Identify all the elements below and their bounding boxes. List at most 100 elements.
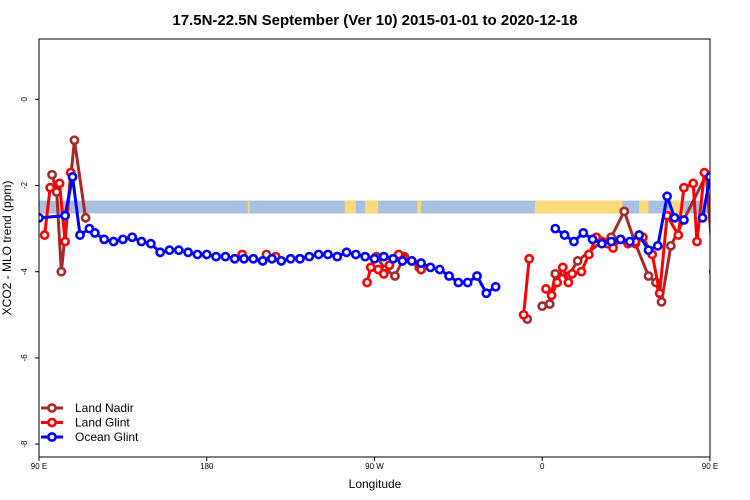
data-point (416, 258, 426, 268)
data-point (567, 268, 577, 279)
data-point (744, 238, 750, 245)
x-tick-label: 90 W (365, 462, 384, 471)
data-point (360, 251, 371, 262)
data-point (550, 223, 561, 234)
data-point (434, 264, 445, 275)
x-tick-label: 0 (540, 462, 545, 471)
data-point (563, 277, 574, 288)
data-point (67, 171, 78, 182)
data-point (99, 234, 110, 245)
y-axis-label: XCO2 - MLO trend (ppm) (0, 181, 14, 316)
data-point (69, 135, 80, 146)
data-point (276, 256, 287, 266)
data-point (624, 236, 635, 247)
surface-type-band (39, 200, 710, 214)
data-point (397, 256, 408, 266)
data-point (557, 262, 568, 273)
data-point (634, 230, 645, 240)
chart-title: 17.5N-22.5N September (Ver 10) 2015-01-0… (172, 12, 577, 29)
data-point (39, 230, 50, 240)
data-point (229, 253, 240, 264)
data-point (736, 236, 743, 243)
data-point (388, 253, 399, 264)
x-axis-label: Longitude (349, 477, 402, 491)
data-point (350, 249, 361, 260)
data-point (721, 225, 728, 232)
data-point (444, 271, 454, 281)
data-point (313, 249, 324, 260)
data-point (365, 262, 376, 273)
data-point (708, 268, 710, 275)
data-point (425, 262, 436, 273)
data-point (60, 236, 70, 247)
data-point (75, 230, 85, 240)
data-point (537, 301, 548, 312)
data-point (524, 253, 535, 264)
data-point (239, 253, 249, 264)
data-point (544, 299, 555, 309)
data-point (552, 277, 563, 288)
data-point (257, 256, 268, 266)
data-point (285, 253, 296, 264)
data-point (729, 229, 736, 236)
data-point (80, 212, 91, 223)
legend-marker (47, 432, 57, 442)
data-point (576, 266, 587, 277)
data-point (559, 230, 570, 240)
data-point (652, 240, 663, 251)
data-point (127, 232, 138, 243)
data-point (406, 256, 417, 266)
y-tick-label: -6 (20, 354, 29, 362)
data-point (192, 249, 203, 260)
data-point (569, 236, 579, 247)
data-point (679, 215, 689, 225)
data-point (362, 277, 372, 288)
band-land (365, 200, 379, 214)
data-point (679, 182, 689, 193)
data-point (550, 268, 561, 279)
data-point (390, 271, 400, 281)
data-point (578, 228, 589, 238)
data-point (56, 266, 67, 277)
data-point (583, 249, 594, 260)
data-point (220, 251, 231, 262)
y-tick-label: -2 (20, 181, 29, 189)
data-point (572, 256, 583, 266)
data-point (117, 234, 128, 245)
data-point (136, 236, 147, 247)
band-land (417, 200, 422, 214)
data-point (462, 277, 473, 288)
data-point (541, 284, 551, 294)
data-point (45, 182, 56, 193)
data-point (697, 212, 708, 223)
series-line (522, 258, 531, 315)
data-point (295, 253, 305, 264)
data-point (155, 247, 166, 258)
data-point (267, 253, 277, 264)
data-point (665, 240, 676, 251)
data-point (248, 253, 259, 264)
data-point (164, 245, 175, 256)
y-tick-label: -4 (20, 268, 29, 276)
data-point (341, 247, 352, 258)
data-point (606, 236, 617, 247)
data-point (736, 214, 743, 221)
data-point (490, 281, 501, 292)
data-point (378, 251, 389, 262)
data-point (201, 249, 212, 260)
x-tick-label: 90 E (31, 462, 47, 471)
data-point (587, 234, 598, 245)
y-tick-label: -8 (20, 440, 29, 448)
x-tick-label: 180 (200, 462, 214, 471)
data-point (518, 309, 529, 320)
data-point (369, 253, 380, 264)
band-land (639, 200, 649, 214)
x-tick-label: 90 E (702, 462, 718, 471)
data-point (453, 277, 464, 288)
data-point (211, 251, 221, 262)
data-point (669, 212, 680, 223)
data-point (662, 191, 673, 202)
data-point (643, 271, 654, 281)
legend-label: Land Glint (75, 416, 130, 430)
